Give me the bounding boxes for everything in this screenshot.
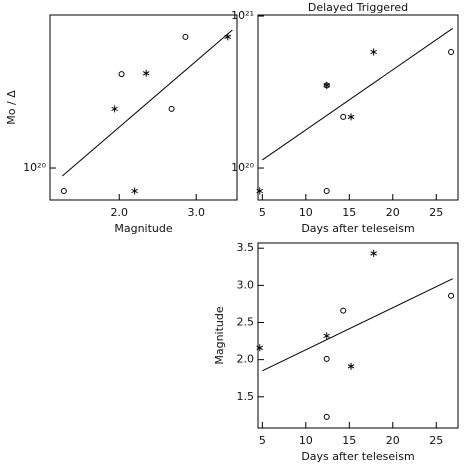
x-tick-label: 10	[299, 206, 313, 219]
circle-point	[448, 49, 455, 56]
star-point	[256, 187, 264, 195]
fit-line	[61, 29, 233, 177]
y-tick-label: 1.5	[237, 390, 255, 403]
fit-line	[262, 278, 454, 372]
circle-point	[60, 187, 67, 194]
circle-point	[168, 105, 175, 112]
y-tick-label: 3.5	[237, 241, 255, 254]
circle-point	[448, 292, 455, 299]
x-tick-label: 5	[259, 434, 266, 447]
plot-frame	[257, 242, 459, 429]
x-tick-label: 5	[259, 206, 266, 219]
y-tick-label: 2.5	[237, 315, 255, 328]
x-tick-label: 25	[429, 434, 443, 447]
y-tick-label: 2.0	[237, 353, 255, 366]
y-tick-label: 10²⁰	[231, 161, 254, 174]
circle-point	[340, 113, 347, 120]
y-axis-label: Magnitude	[213, 306, 226, 365]
star-point	[370, 48, 377, 56]
x-tick-label: 25	[429, 206, 443, 219]
star-point	[111, 105, 118, 113]
x-tick-label: 10	[299, 434, 313, 447]
y-tick-label: 10²⁰	[23, 161, 46, 174]
circle-point	[118, 71, 125, 78]
star-point	[347, 362, 355, 370]
x-tick-label: 15	[342, 206, 356, 219]
chart-title: Delayed Triggered	[308, 1, 408, 14]
x-axis-label: Magnitude	[114, 222, 173, 235]
circle-point	[323, 413, 330, 420]
y-tick-label: 10²¹	[231, 9, 254, 22]
star-point	[323, 332, 330, 340]
star-point	[142, 69, 150, 77]
star-point	[370, 249, 377, 257]
circle-point	[340, 307, 347, 314]
x-axis-label: Days after teleseism	[301, 222, 414, 235]
x-tick-label: 3.0	[187, 206, 205, 219]
x-axis-label: Days after teleseism	[301, 450, 414, 463]
x-tick-label: 15	[342, 434, 356, 447]
plot-frame	[257, 14, 459, 201]
star-point	[323, 81, 330, 89]
circle-point	[323, 355, 330, 362]
star-point	[131, 187, 138, 195]
star-point	[224, 33, 232, 41]
x-tick-label: 2.0	[111, 206, 129, 219]
y-tick-label: 3.0	[237, 278, 255, 291]
star-point	[256, 344, 264, 352]
circle-point	[182, 33, 189, 40]
plot-frame	[49, 14, 238, 201]
fit-line	[262, 27, 454, 161]
y-axis-label: Mo / Δ	[5, 90, 18, 125]
circle-point	[323, 187, 330, 194]
x-tick-label: 20	[386, 206, 400, 219]
x-tick-label: 20	[386, 434, 400, 447]
star-point	[347, 113, 355, 121]
